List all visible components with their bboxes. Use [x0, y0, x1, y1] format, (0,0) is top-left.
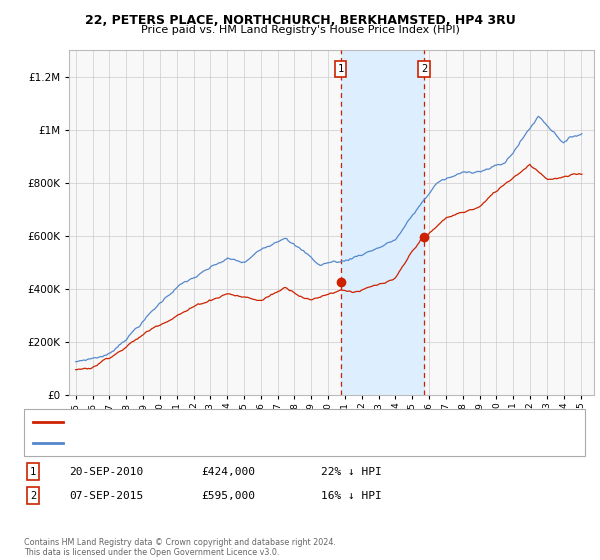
- Text: £595,000: £595,000: [201, 491, 255, 501]
- Text: 1: 1: [338, 64, 344, 74]
- Text: 1: 1: [30, 466, 36, 477]
- Text: £424,000: £424,000: [201, 466, 255, 477]
- Bar: [341, 50, 424, 395]
- Text: 22, PETERS PLACE, NORTHCHURCH, BERKHAMSTED, HP4 3RU: 22, PETERS PLACE, NORTHCHURCH, BERKHAMST…: [85, 14, 515, 27]
- Text: 2: 2: [30, 491, 36, 501]
- Text: 07-SEP-2015: 07-SEP-2015: [69, 491, 143, 501]
- Text: 16% ↓ HPI: 16% ↓ HPI: [321, 491, 382, 501]
- Text: 22, PETERS PLACE, NORTHCHURCH, BERKHAMSTED, HP4 3RU (detached house): 22, PETERS PLACE, NORTHCHURCH, BERKHAMST…: [69, 417, 460, 427]
- Text: Contains HM Land Registry data © Crown copyright and database right 2024.
This d: Contains HM Land Registry data © Crown c…: [24, 538, 336, 557]
- Text: 2: 2: [421, 64, 427, 74]
- Text: 22% ↓ HPI: 22% ↓ HPI: [321, 466, 382, 477]
- Text: 20-SEP-2010: 20-SEP-2010: [69, 466, 143, 477]
- Text: HPI: Average price, detached house, Dacorum: HPI: Average price, detached house, Daco…: [69, 438, 295, 448]
- Text: Price paid vs. HM Land Registry's House Price Index (HPI): Price paid vs. HM Land Registry's House …: [140, 25, 460, 35]
